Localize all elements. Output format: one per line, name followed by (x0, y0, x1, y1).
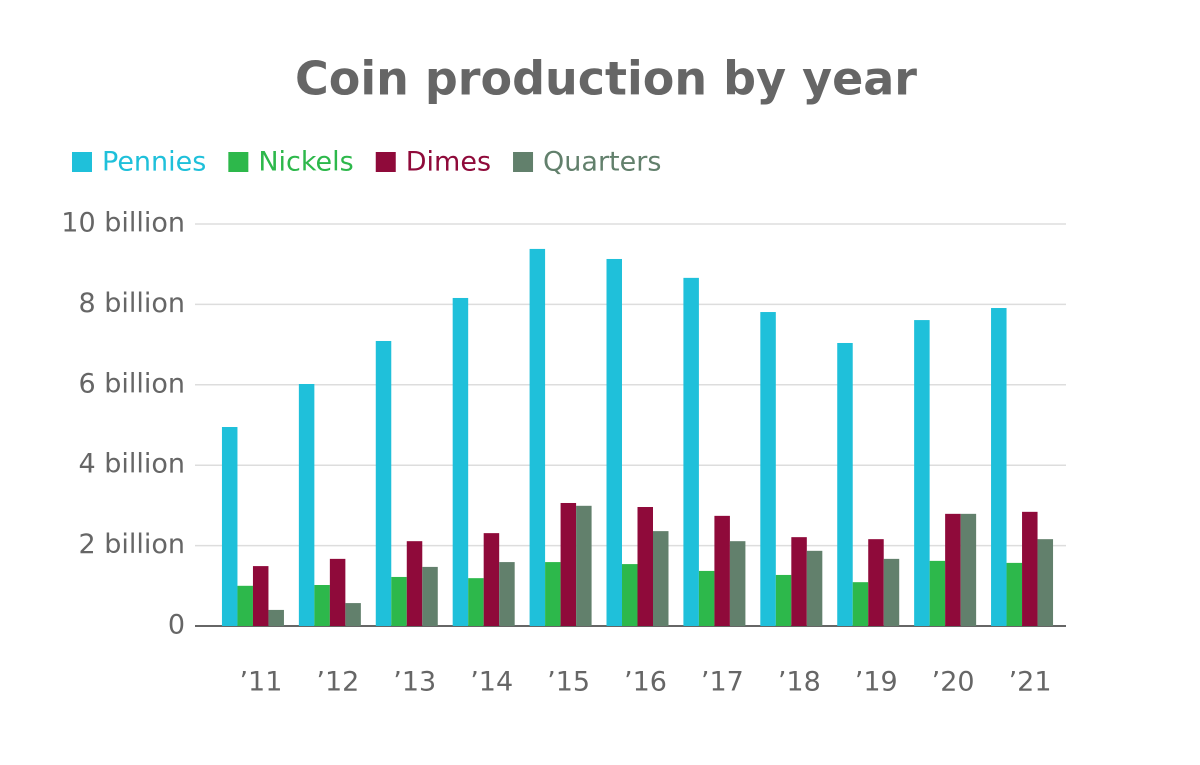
bar (391, 576, 407, 626)
x-tick-label: ’20 (932, 667, 975, 698)
bar (698, 570, 715, 626)
bar (329, 558, 346, 626)
bar (852, 582, 869, 626)
y-tick-label: 8 billion (78, 288, 185, 319)
x-tick-label: ’14 (470, 667, 513, 698)
bar (653, 531, 669, 626)
bar (545, 562, 561, 626)
bar (529, 248, 546, 626)
legend-swatch (513, 152, 534, 172)
legend-label: Quarters (543, 147, 661, 178)
x-tick-label: ’19 (855, 667, 898, 698)
legend-label: Pennies (102, 147, 206, 178)
bar (945, 513, 961, 626)
bar (252, 566, 269, 626)
legend-label: Nickels (258, 147, 353, 178)
bar (637, 507, 653, 626)
bar (929, 560, 946, 626)
bar (775, 574, 792, 626)
bar (452, 297, 469, 626)
chart-title: Coin production by year (295, 52, 917, 106)
bar (760, 312, 776, 626)
y-tick-label: 2 billion (78, 529, 185, 560)
bar (883, 558, 900, 626)
bar (1022, 511, 1038, 626)
bar (483, 533, 500, 626)
bar (268, 609, 284, 626)
bar (1037, 539, 1054, 626)
x-tick-label: ’15 (547, 667, 590, 698)
bar (298, 383, 315, 626)
x-tick-label: ’16 (624, 667, 667, 698)
legend-swatch (228, 152, 249, 172)
bar (729, 541, 746, 626)
bar (622, 564, 638, 626)
bar (683, 277, 699, 626)
bar (714, 515, 730, 626)
bar (914, 320, 930, 626)
bar (868, 539, 884, 626)
bar (791, 537, 807, 626)
bar (991, 308, 1007, 626)
y-tick-label: 0 (168, 610, 185, 641)
y-tick-label: 6 billion (78, 368, 185, 399)
bar (576, 505, 592, 626)
legend-swatch (375, 152, 396, 172)
x-tick-label: ’17 (701, 667, 744, 698)
x-tick-label: ’13 (393, 667, 436, 698)
bar (499, 562, 515, 626)
bar (375, 340, 392, 626)
bar (345, 603, 361, 626)
bar (314, 584, 330, 626)
bar (837, 342, 853, 626)
bar (237, 585, 253, 626)
bar (560, 502, 577, 626)
x-tick-label: ’12 (316, 667, 359, 698)
bar (960, 513, 977, 626)
y-tick-label: 10 billion (61, 208, 185, 239)
x-tick-label: ’11 (239, 667, 282, 698)
bar (606, 258, 622, 626)
x-tick-label: ’21 (1009, 667, 1052, 698)
bar (422, 566, 438, 626)
legend-label: Dimes (406, 147, 491, 178)
legend-swatch (72, 152, 92, 172)
y-tick-label: 4 billion (78, 449, 185, 480)
bar (406, 541, 423, 626)
bar (1006, 562, 1023, 626)
x-tick-label: ’18 (778, 667, 821, 698)
bar (468, 578, 484, 626)
bar (806, 550, 823, 626)
bar (221, 427, 238, 626)
